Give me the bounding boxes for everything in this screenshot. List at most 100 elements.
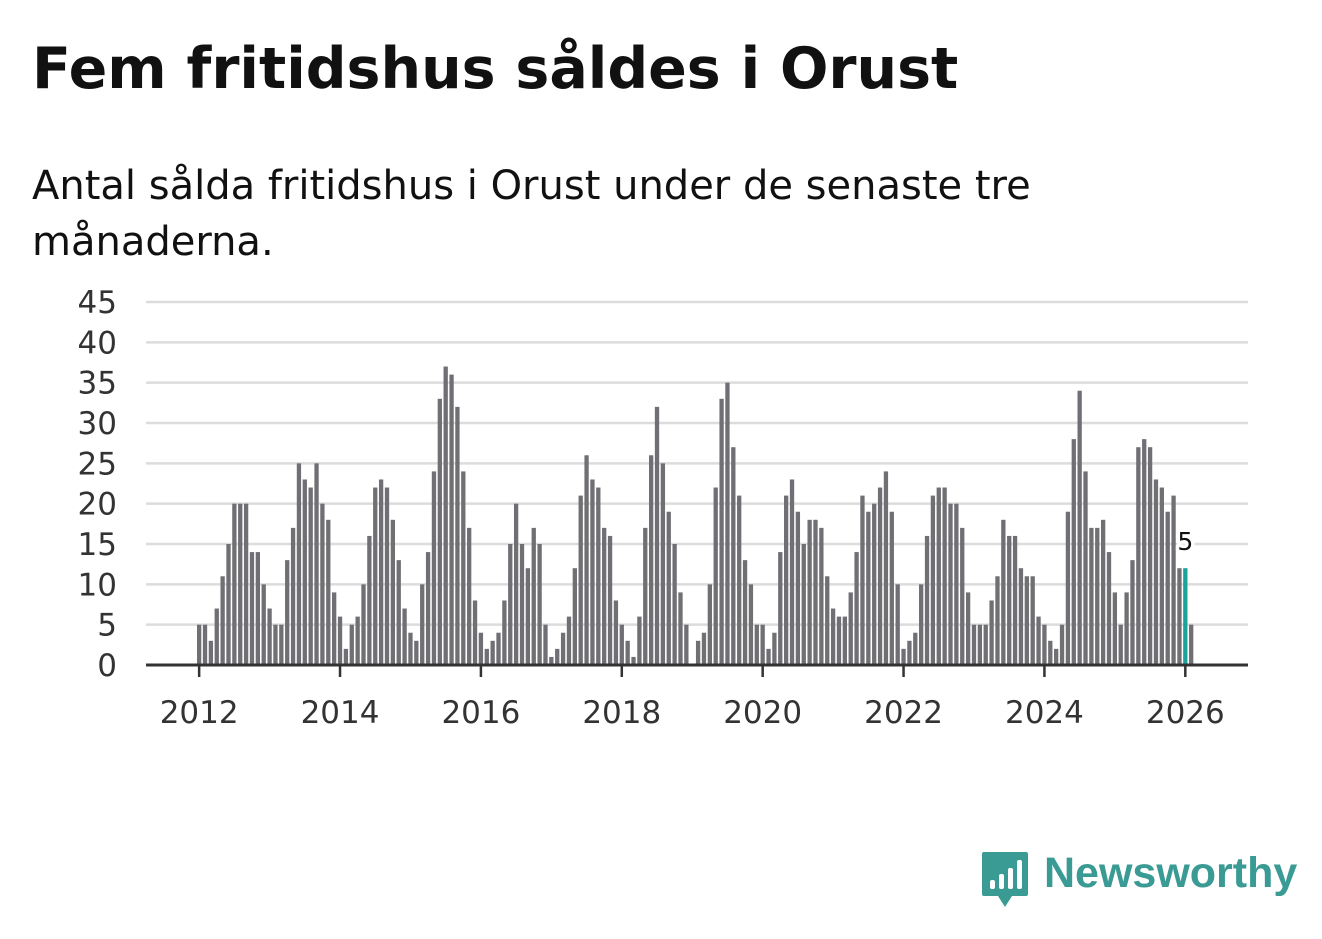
bar-2023-06 [1001, 519, 1006, 665]
bar-2025-03 [1124, 592, 1129, 665]
bar-2024-02 [1048, 640, 1053, 665]
x-axis: 2012 2014 2016 2018 2020 2022 2024 2026 [160, 665, 1225, 731]
y-tick-label-35: 35 [78, 366, 117, 402]
bar-2024-08 [1083, 471, 1088, 665]
bar-2021-06 [860, 495, 865, 665]
bar-2021-01 [830, 608, 836, 665]
bar-2012-03 [208, 640, 214, 665]
newsworthy-logo: Newsworthy [980, 850, 1297, 910]
bar-2025-02 [1118, 624, 1123, 665]
bar-2012-10 [249, 552, 255, 665]
bar-2022-02 [907, 640, 912, 665]
bar-2016-07 [513, 503, 519, 665]
bar-2021-02 [836, 616, 842, 665]
y-tick-label-10: 10 [78, 567, 117, 603]
bar-2024-04 [1059, 624, 1065, 665]
highlight-value-label: 5 [1177, 527, 1193, 556]
bar-2014-02 [343, 648, 349, 665]
bar-2019-02 [695, 640, 701, 665]
bar-2025-01 [1112, 592, 1118, 665]
bar-2013-03 [279, 624, 284, 665]
bar-2015-01 [408, 632, 413, 665]
bar-2019-12 [754, 624, 759, 665]
bar-2016-08 [519, 544, 525, 665]
bar-2021-12 [895, 584, 900, 665]
bar-2020-01 [760, 624, 765, 665]
bar-2014-09 [384, 487, 390, 665]
y-tick-label-15: 15 [78, 527, 117, 563]
bar-2019-05 [713, 487, 718, 665]
y-tick-label-30: 30 [78, 406, 117, 442]
bar-2021-10 [883, 471, 889, 665]
bar-2020-03 [772, 632, 777, 665]
bar-2020-07 [795, 511, 801, 665]
bar-2015-10 [461, 471, 466, 665]
bar-2012-05 [220, 576, 225, 665]
bar-2016-11 [537, 544, 542, 665]
bar-2015-02 [414, 640, 419, 665]
bar-2018-06 [648, 455, 654, 665]
bar-2012-01 [197, 624, 202, 665]
y-axis: 0 5 10 15 20 25 30 35 40 45 [78, 285, 117, 684]
bar-2018-05 [643, 527, 648, 665]
bar-2018-03 [631, 656, 636, 665]
bar-2017-07 [584, 455, 589, 665]
bar-2018-02 [625, 640, 630, 665]
bar-2018-04 [637, 616, 642, 665]
bar-2021-03 [842, 616, 847, 665]
bar-2018-09 [666, 511, 671, 665]
bar-2026-02 [1189, 624, 1194, 665]
bar-2024-06 [1071, 439, 1076, 665]
bar-2017-11 [607, 535, 613, 665]
bar-2017-04 [566, 616, 572, 665]
bar-2017-03 [560, 632, 566, 665]
bar-2023-11 [1030, 576, 1035, 665]
bar-2022-07 [936, 487, 941, 665]
bar-2022-10 [954, 503, 959, 665]
bar-2020-02 [766, 648, 771, 665]
bar-2018-11 [678, 592, 683, 665]
bar-2019-07 [725, 382, 730, 665]
bar-2025-10 [1165, 511, 1170, 665]
y-tick-label-40: 40 [78, 325, 117, 361]
x-tick-label-2024: 2024 [1005, 695, 1084, 731]
bar-2018-08 [660, 463, 666, 665]
bar-2020-11 [819, 527, 824, 665]
bar-2019-06 [719, 398, 724, 665]
y-tick-label-45: 45 [78, 285, 117, 321]
bar-2024-05 [1065, 511, 1071, 665]
bar-2015-04 [425, 552, 431, 665]
bar-2025-11 [1171, 495, 1176, 665]
bar-2022-09 [948, 503, 953, 665]
bar-2016-09 [525, 568, 531, 665]
bar-2021-04 [848, 592, 853, 665]
bar-2020-10 [813, 519, 818, 665]
bar-2013-12 [332, 592, 337, 665]
bar-2013-01 [267, 608, 272, 665]
bar-2023-05 [995, 576, 1000, 665]
x-tick-label-2026: 2026 [1146, 695, 1225, 731]
bar-2025-06 [1142, 439, 1147, 665]
bar-2023-12 [1036, 616, 1041, 665]
chart-title: Fem fritidshus såldes i Orust [32, 36, 959, 102]
chart-subtitle: Antal sålda fritidshus i Orust under de … [32, 163, 1031, 265]
bar-2014-11 [396, 560, 401, 665]
bar-2020-09 [807, 519, 812, 665]
bar-2014-01 [337, 616, 343, 665]
bar-2016-03 [490, 640, 495, 665]
bar-2022-11 [960, 527, 965, 665]
bar-2016-12 [543, 624, 548, 665]
brand-name: Newsworthy [1044, 849, 1298, 897]
bar-2014-10 [390, 519, 396, 665]
bar-2013-05 [290, 527, 296, 665]
bar-2021-08 [872, 503, 877, 665]
bar-2016-02 [484, 648, 489, 665]
bar-2018-10 [672, 544, 677, 665]
bar-2019-11 [748, 584, 754, 665]
bar-2020-04 [778, 552, 783, 665]
bar-2022-05 [924, 535, 930, 665]
bar-2016-04 [496, 632, 501, 665]
bar-2021-05 [854, 552, 859, 665]
bar-2025-09 [1159, 487, 1164, 665]
